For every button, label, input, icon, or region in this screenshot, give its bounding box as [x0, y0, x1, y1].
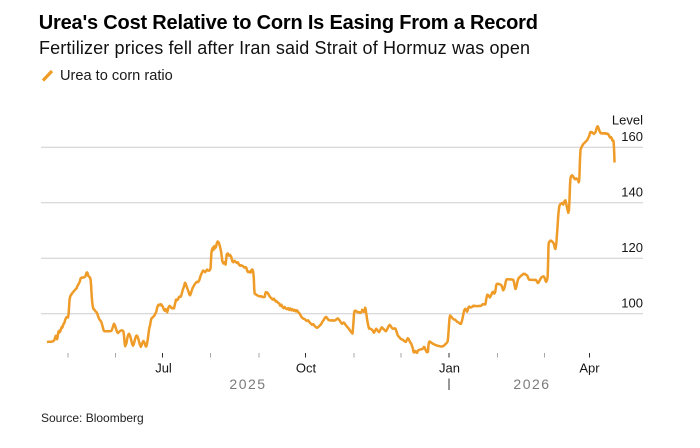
svg-text:Level: Level	[612, 113, 643, 128]
svg-text:Oct: Oct	[296, 361, 317, 376]
svg-text:100: 100	[621, 295, 643, 310]
svg-text:Jan: Jan	[439, 361, 460, 376]
svg-text:160: 160	[621, 129, 643, 144]
svg-text:120: 120	[621, 240, 643, 255]
svg-text:Jul: Jul	[155, 361, 172, 376]
svg-text:140: 140	[621, 184, 643, 199]
svg-text:Apr: Apr	[579, 361, 600, 376]
